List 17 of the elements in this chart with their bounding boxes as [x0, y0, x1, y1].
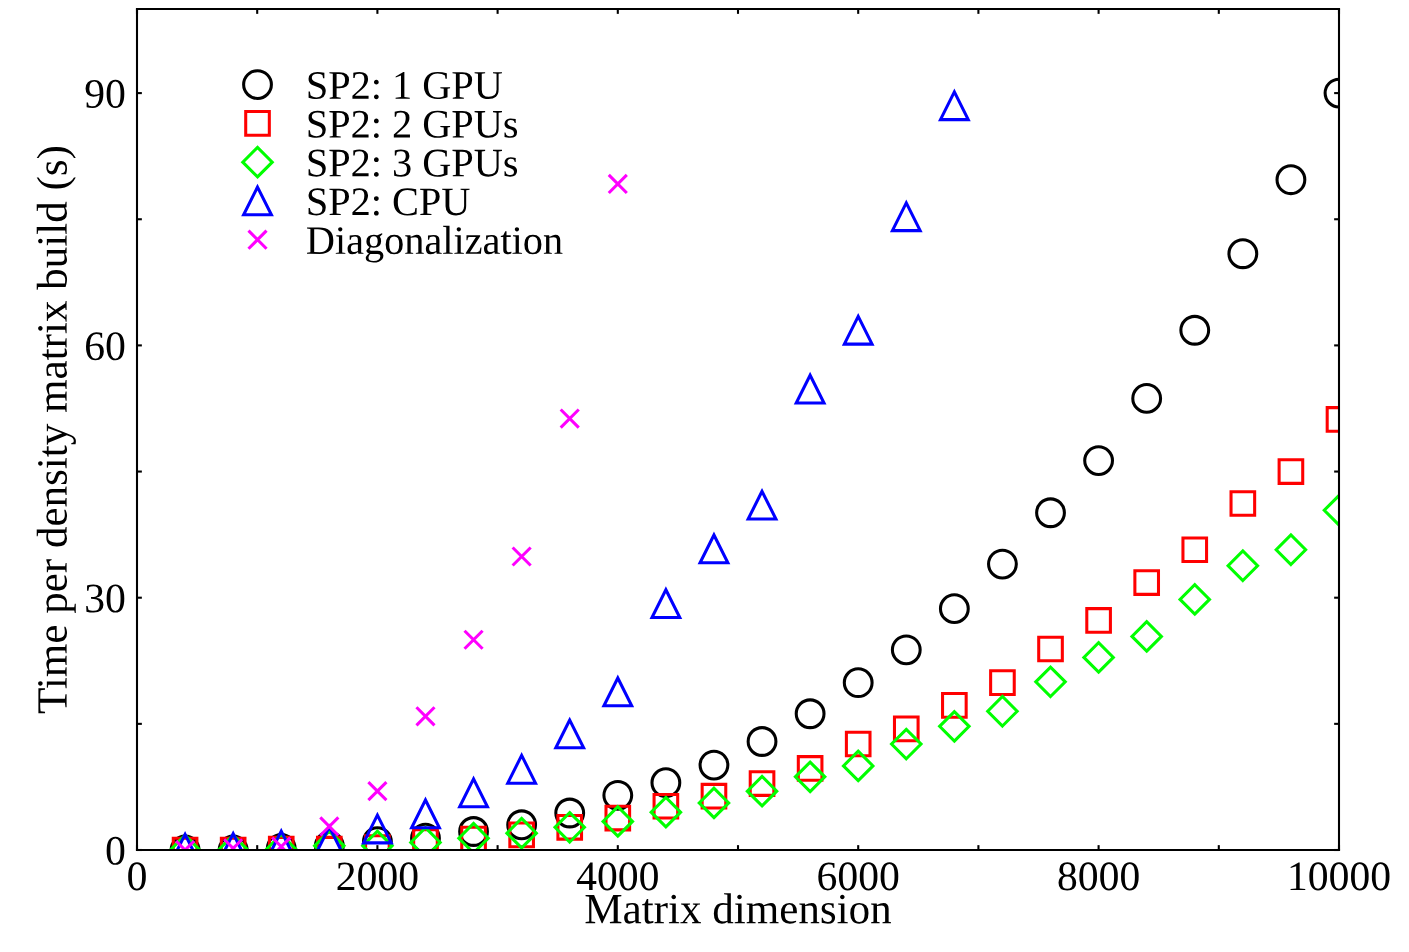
x-tick-label: 2000 [337, 862, 418, 891]
y-tick-label: 0 [106, 836, 125, 865]
y-tick-label: 30 [86, 584, 125, 613]
x-tick-label: 6000 [818, 862, 899, 891]
legend-label: Diagonalization [307, 225, 563, 263]
y-tick-label: 60 [86, 332, 125, 361]
x-tick-label: 8000 [1058, 862, 1139, 891]
x-tick-label: 4000 [576, 862, 658, 891]
x-tick-label: 10000 [1290, 862, 1390, 891]
x-axis-title: Matrix dimension [585, 893, 892, 924]
legend-label: SP2: 2 GPUs [308, 110, 518, 139]
legend-label: SP2: 3 GPUs [308, 149, 518, 177]
legend-label: SP2: 1 GPU [308, 72, 502, 100]
y-axis-title: Time per density matrix build (s) [36, 146, 76, 714]
legend-label: SP2: CPU [308, 188, 470, 216]
y-tick-label: 90 [85, 79, 125, 108]
x-tick-label: 0 [128, 862, 146, 891]
